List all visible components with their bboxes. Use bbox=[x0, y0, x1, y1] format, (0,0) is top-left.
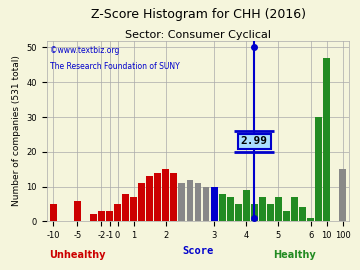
Bar bbox=[114, 204, 121, 221]
Bar bbox=[251, 204, 258, 221]
Bar bbox=[283, 211, 290, 221]
Bar bbox=[186, 180, 193, 221]
Bar bbox=[339, 169, 346, 221]
Bar bbox=[275, 197, 282, 221]
Text: The Research Foundation of SUNY: The Research Foundation of SUNY bbox=[50, 62, 180, 71]
Bar bbox=[162, 169, 169, 221]
Bar bbox=[259, 197, 266, 221]
Bar bbox=[211, 187, 217, 221]
Bar bbox=[130, 197, 137, 221]
Bar bbox=[323, 58, 330, 221]
Bar bbox=[146, 176, 153, 221]
Bar bbox=[170, 173, 177, 221]
Bar bbox=[203, 187, 210, 221]
Bar bbox=[90, 214, 97, 221]
Bar bbox=[50, 204, 57, 221]
Y-axis label: Number of companies (531 total): Number of companies (531 total) bbox=[12, 56, 21, 206]
Bar bbox=[243, 190, 250, 221]
Text: Healthy: Healthy bbox=[273, 250, 316, 260]
Text: 2.99: 2.99 bbox=[241, 136, 268, 146]
Text: Z-Score Histogram for CHH (2016): Z-Score Histogram for CHH (2016) bbox=[90, 8, 306, 21]
Bar bbox=[74, 201, 81, 221]
Bar bbox=[195, 183, 201, 221]
Bar bbox=[315, 117, 322, 221]
Bar bbox=[154, 173, 161, 221]
Bar bbox=[307, 218, 314, 221]
Bar bbox=[299, 207, 306, 221]
Text: Sector: Consumer Cyclical: Sector: Consumer Cyclical bbox=[125, 30, 271, 40]
Bar bbox=[138, 183, 145, 221]
Bar bbox=[267, 204, 274, 221]
Bar bbox=[219, 194, 226, 221]
Bar bbox=[122, 194, 129, 221]
Bar bbox=[235, 204, 242, 221]
Bar bbox=[227, 197, 234, 221]
Bar bbox=[179, 183, 185, 221]
X-axis label: Score: Score bbox=[183, 246, 213, 256]
Bar bbox=[106, 211, 113, 221]
Text: ©www.textbiz.org: ©www.textbiz.org bbox=[50, 46, 119, 55]
Bar bbox=[291, 197, 298, 221]
Text: Unhealthy: Unhealthy bbox=[49, 250, 105, 260]
Bar bbox=[98, 211, 105, 221]
